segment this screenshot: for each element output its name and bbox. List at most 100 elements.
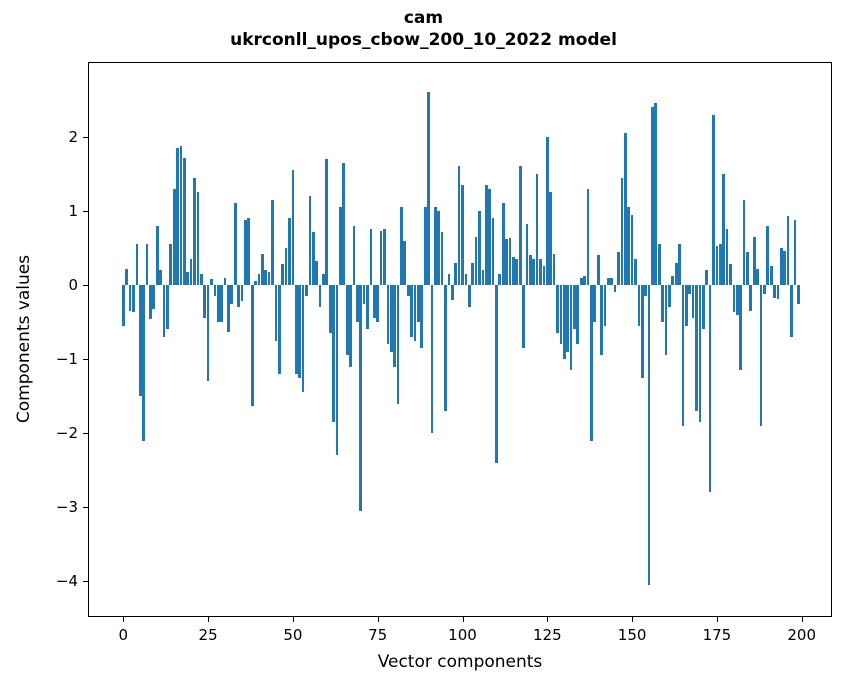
x-tick-label: 100 [448,626,477,644]
bar [427,92,430,285]
bar [379,230,383,285]
bar [796,285,800,305]
bar [732,285,736,313]
bar [281,264,285,285]
bar [495,285,498,463]
x-tick-label: 125 [532,626,562,644]
x-tick-label: 25 [198,626,218,644]
bar [342,162,346,285]
bar [362,285,366,304]
bar [261,253,264,285]
bar [512,256,515,285]
x-tick-mark [632,617,634,622]
bar [396,285,400,404]
bar [267,271,271,285]
bar [457,166,461,285]
bar [603,285,607,326]
bar [786,216,790,285]
x-tick-mark [462,617,464,622]
bar [213,285,217,297]
x-tick-mark [547,617,549,622]
bar [651,107,654,285]
bar [417,285,420,323]
y-tick-mark [83,507,88,509]
chart-title-line1: cam [403,8,444,28]
bar [539,259,542,285]
y-tick-label: 0 [68,276,78,294]
bar [410,285,413,337]
bar [634,259,637,285]
bar [128,285,132,311]
bar [138,285,142,397]
bar [444,285,447,411]
bar [610,277,614,285]
bar [335,285,339,456]
bar [322,273,325,285]
bar [562,285,566,360]
x-tick-label: 150 [617,626,647,644]
bar [549,192,553,285]
bar [505,239,508,285]
bar [627,207,631,285]
bar [413,285,417,341]
bar [525,224,529,285]
y-tick-mark [83,433,88,435]
bar [355,285,359,323]
y-tick-label: −4 [55,572,78,591]
bar [349,285,352,367]
bar [216,285,220,323]
x-axis-label: Vector components [377,652,543,672]
bar [674,262,678,285]
y-tick-label: −3 [55,498,78,517]
bar [644,285,647,297]
bar [152,285,156,309]
x-tick-mark [208,617,210,622]
bar [461,184,464,285]
bar [593,285,597,323]
x-tick-label: 200 [787,626,817,644]
x-tick-label: 175 [702,626,732,644]
bar [277,285,281,374]
bar [491,218,495,285]
bar [132,285,135,312]
bar [345,285,349,356]
bar [186,272,190,285]
bar [722,173,726,285]
x-tick-label: 75 [368,626,388,644]
bar [756,268,759,285]
bar [206,285,210,382]
bar [254,281,257,285]
chart-title-line2: ukrconll_upos_cbow_200_10_2022 model [230,30,617,50]
bar [247,217,251,285]
bar [484,184,488,285]
bar [450,285,454,300]
bar [440,231,444,285]
bar [596,255,600,285]
bar [366,285,369,330]
bar [715,246,719,285]
bar [749,285,753,311]
bar [386,285,390,345]
bar [121,285,125,326]
bar [369,229,373,285]
bar [664,285,668,356]
bar [573,285,576,330]
chart-title: cam ukrconll_upos_cbow_200_10_2022 model [0,7,847,51]
bar [145,244,149,285]
bar [135,244,139,285]
bar [739,285,742,371]
y-tick-mark [83,581,88,583]
bar [498,273,502,285]
bar [339,207,342,285]
bar [393,285,396,367]
bar [688,285,692,294]
bar [311,231,315,285]
bar [752,236,756,285]
bar [199,273,203,285]
bar [328,285,332,334]
bar [301,285,305,393]
bar [257,273,261,285]
bar [288,218,291,285]
bar [308,196,312,285]
bar [179,146,183,285]
